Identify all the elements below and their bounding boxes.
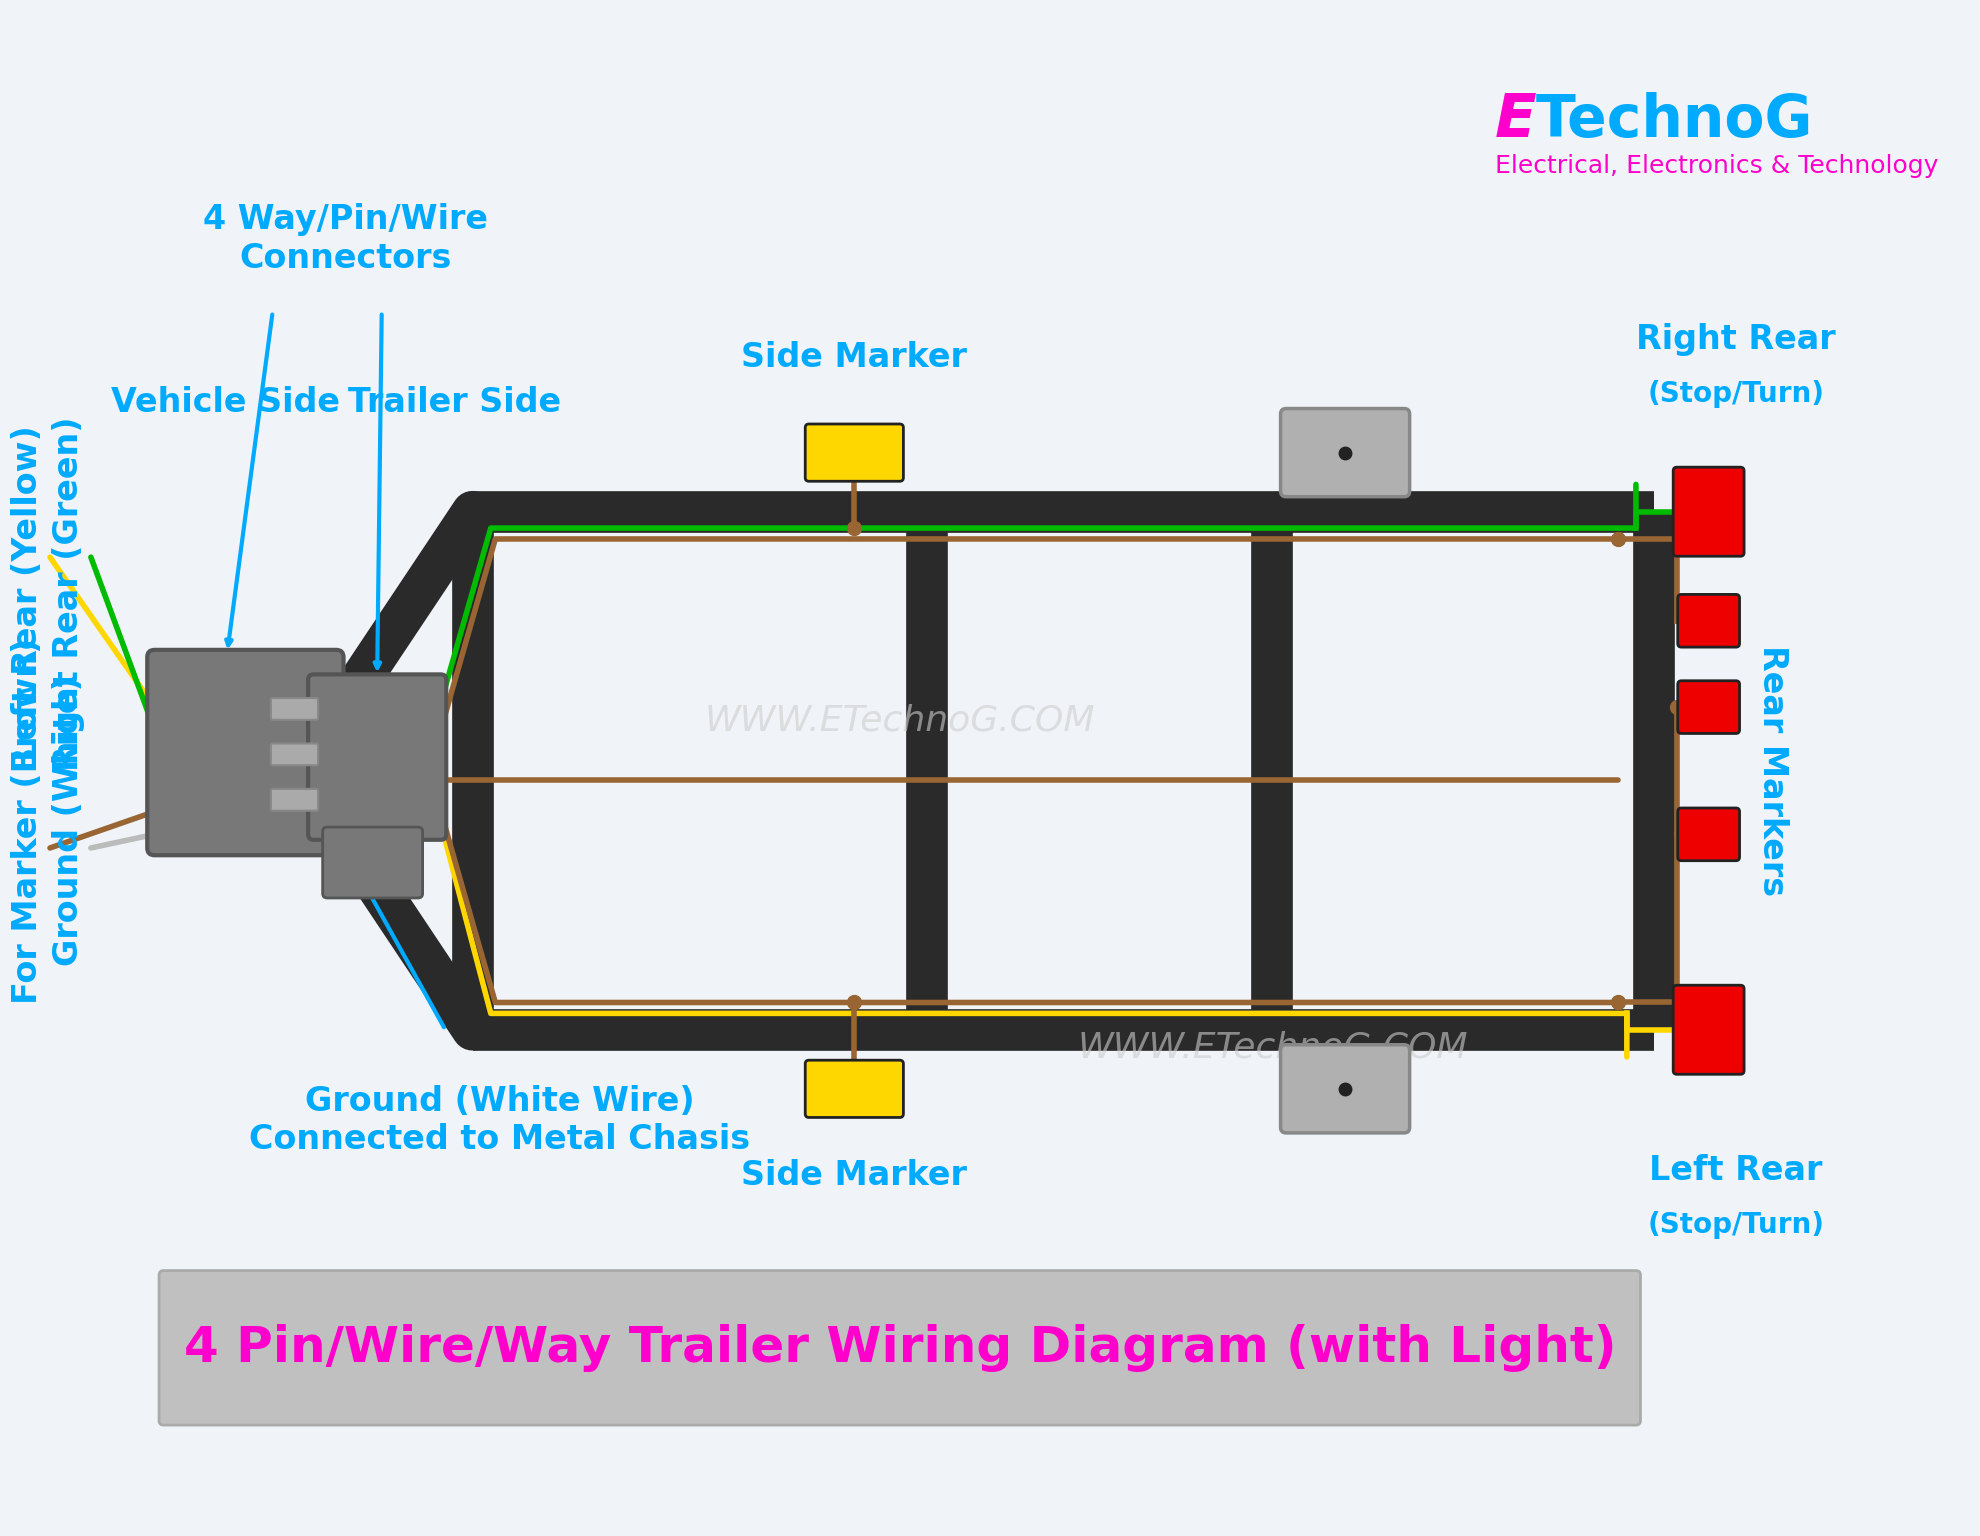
Text: Left Rear: Left Rear	[1649, 1154, 1824, 1187]
Text: Right Rear (Green): Right Rear (Green)	[51, 416, 85, 771]
Text: (Stop/Turn): (Stop/Turn)	[1647, 379, 1824, 407]
Text: Trailer Side: Trailer Side	[348, 386, 560, 419]
FancyBboxPatch shape	[806, 1060, 903, 1118]
Text: Rear Markers: Rear Markers	[1756, 645, 1788, 897]
FancyBboxPatch shape	[158, 1270, 1641, 1425]
Text: Ground (White Wire)
Connected to Metal Chasis: Ground (White Wire) Connected to Metal C…	[249, 1084, 750, 1157]
FancyBboxPatch shape	[333, 690, 386, 806]
Text: TechnoG: TechnoG	[1536, 92, 1814, 149]
Text: 4 Way/Pin/Wire
Connectors: 4 Way/Pin/Wire Connectors	[202, 203, 487, 275]
FancyBboxPatch shape	[271, 790, 319, 811]
FancyBboxPatch shape	[323, 826, 422, 899]
FancyBboxPatch shape	[1673, 985, 1744, 1074]
FancyBboxPatch shape	[1677, 594, 1740, 647]
FancyBboxPatch shape	[147, 650, 345, 856]
FancyBboxPatch shape	[1677, 808, 1740, 860]
Text: Right Rear: Right Rear	[1635, 323, 1835, 355]
Text: Ground (White): Ground (White)	[51, 676, 85, 966]
FancyBboxPatch shape	[806, 424, 903, 481]
FancyBboxPatch shape	[1281, 409, 1410, 496]
FancyBboxPatch shape	[1281, 1044, 1410, 1134]
Text: For Marker (Brown): For Marker (Brown)	[10, 637, 44, 1005]
Text: (Stop/Turn): (Stop/Turn)	[1647, 1212, 1824, 1240]
Text: Side Marker: Side Marker	[741, 341, 968, 373]
Text: E: E	[1495, 92, 1536, 151]
Text: WWW.ETechnoG.COM: WWW.ETechnoG.COM	[1077, 1031, 1467, 1064]
Text: Electrical, Electronics & Technology: Electrical, Electronics & Technology	[1495, 154, 1938, 178]
Text: Left Rear (Yellow): Left Rear (Yellow)	[10, 425, 44, 762]
FancyBboxPatch shape	[309, 674, 446, 840]
Text: 4 Pin/Wire/Way Trailer Wiring Diagram (with Light): 4 Pin/Wire/Way Trailer Wiring Diagram (w…	[184, 1324, 1616, 1372]
FancyBboxPatch shape	[271, 697, 319, 720]
Text: Vehicle Side: Vehicle Side	[111, 386, 341, 419]
FancyBboxPatch shape	[1673, 467, 1744, 556]
FancyBboxPatch shape	[1677, 680, 1740, 734]
FancyBboxPatch shape	[271, 743, 319, 765]
Text: WWW.ETechnoG.COM: WWW.ETechnoG.COM	[705, 703, 1095, 737]
Circle shape	[259, 753, 295, 790]
Text: Side Marker: Side Marker	[741, 1158, 968, 1192]
Circle shape	[335, 860, 356, 882]
